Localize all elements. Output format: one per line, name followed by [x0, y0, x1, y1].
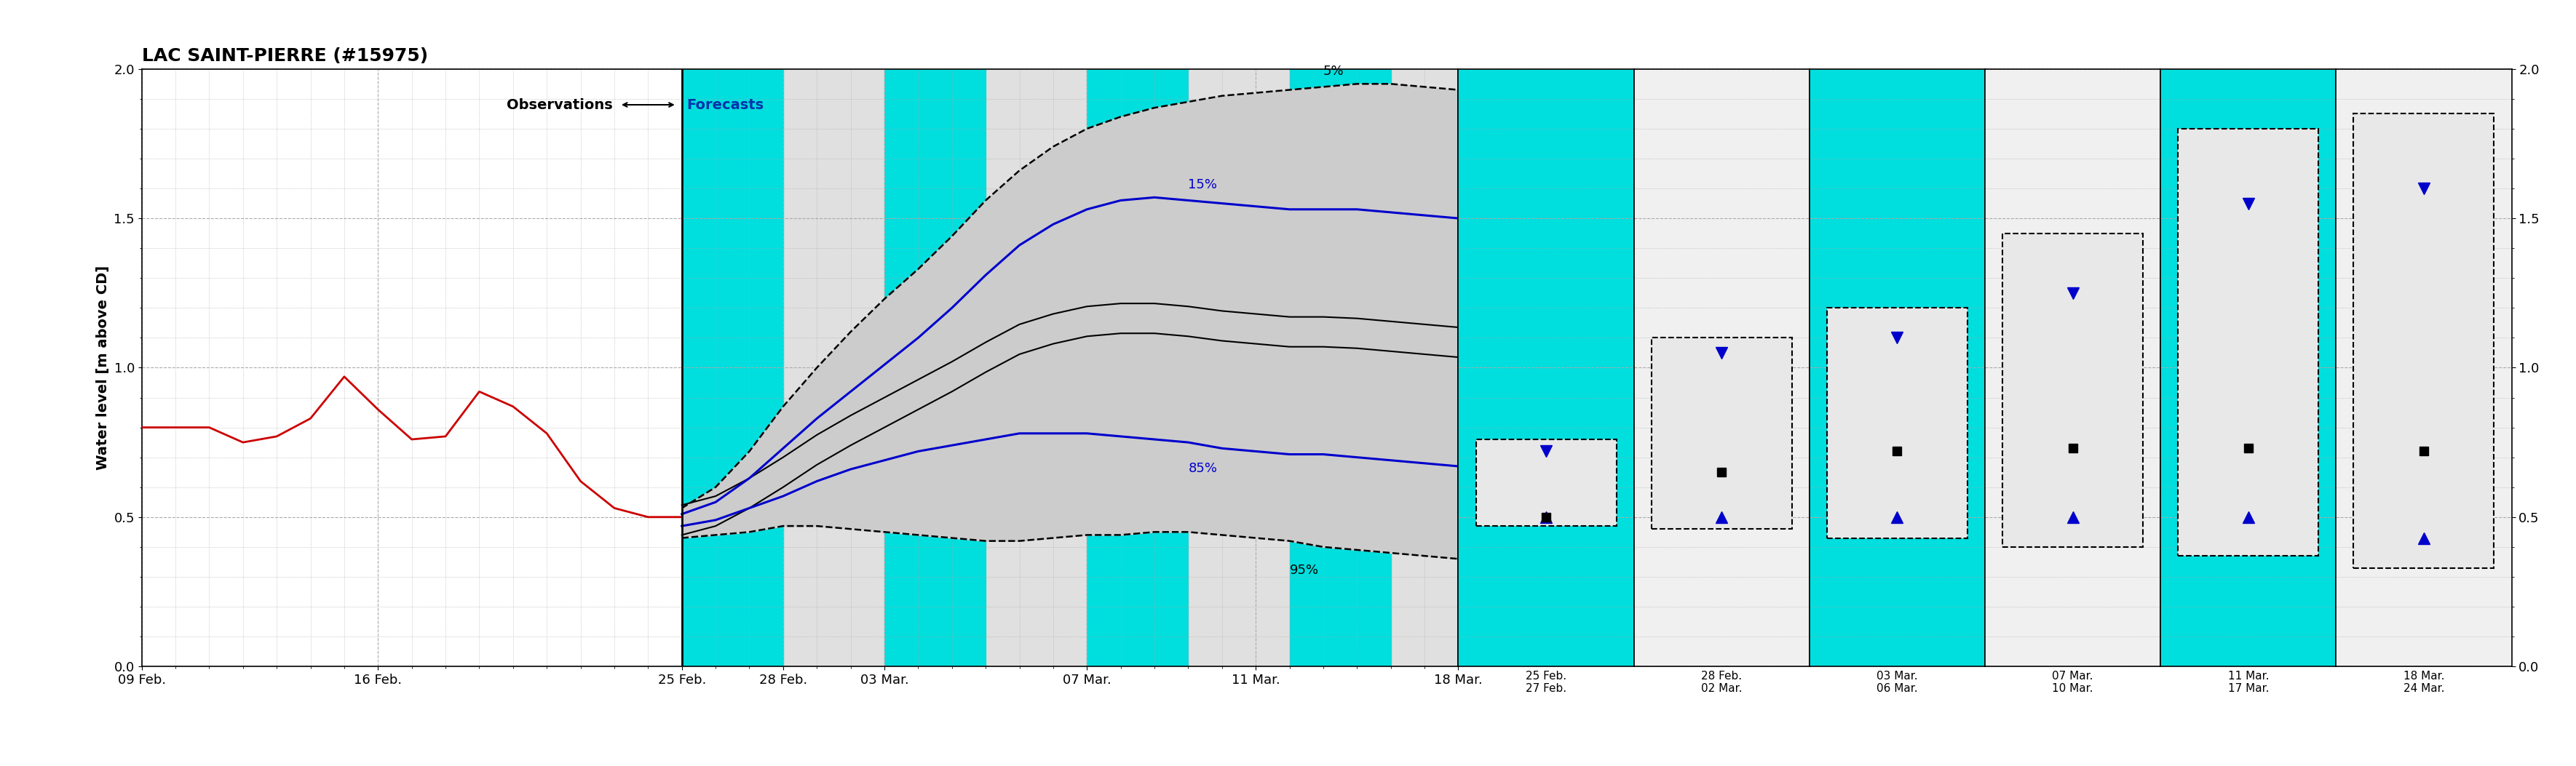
Bar	[884, 69, 987, 666]
Bar	[1476, 440, 1615, 526]
Y-axis label: Water level [m above CD]: Water level [m above CD]	[95, 266, 111, 470]
Text: LAC SAINT-PIERRE (#15975): LAC SAINT-PIERRE (#15975)	[142, 47, 428, 64]
Text: Forecasts: Forecasts	[688, 98, 765, 112]
Bar	[1651, 338, 1793, 529]
Text: 85%: 85%	[1188, 462, 1218, 475]
Text: 5%: 5%	[1324, 65, 1345, 78]
Text: 95%: 95%	[1291, 564, 1319, 577]
Bar	[1291, 69, 1391, 666]
X-axis label: 03 Mar.
06 Mar.: 03 Mar. 06 Mar.	[1875, 670, 1917, 694]
Bar	[2179, 129, 2318, 556]
Text: 15%: 15%	[1188, 178, 1218, 192]
Bar	[683, 69, 1458, 666]
Bar	[2002, 233, 2143, 547]
X-axis label: 07 Mar.
10 Mar.: 07 Mar. 10 Mar.	[2053, 670, 2094, 694]
Bar	[683, 69, 783, 666]
Bar	[2354, 113, 2494, 568]
X-axis label: 18 Mar.
24 Mar.: 18 Mar. 24 Mar.	[2403, 670, 2445, 694]
X-axis label: 25 Feb.
27 Feb.: 25 Feb. 27 Feb.	[1525, 670, 1566, 694]
X-axis label: 28 Feb.
02 Mar.: 28 Feb. 02 Mar.	[1700, 670, 1741, 694]
Bar	[1087, 69, 1188, 666]
X-axis label: 11 Mar.
17 Mar.: 11 Mar. 17 Mar.	[2228, 670, 2269, 694]
Text: Observations: Observations	[507, 98, 613, 112]
Bar	[1826, 308, 1968, 538]
